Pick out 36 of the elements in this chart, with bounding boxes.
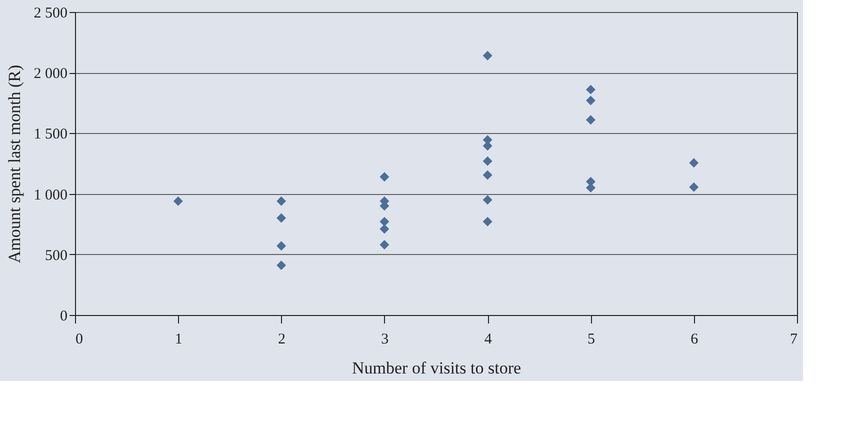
point xyxy=(380,240,390,250)
point xyxy=(276,241,286,251)
point xyxy=(482,216,492,226)
x-tick-label: 4 xyxy=(484,332,492,348)
point xyxy=(482,141,492,151)
y-tick-label: 1 500 xyxy=(34,126,68,143)
y-axis-title: Amount spent last month (R) xyxy=(4,64,24,264)
point xyxy=(482,195,492,205)
y-tick-label: 2 500 xyxy=(34,6,68,22)
point xyxy=(482,156,492,166)
y-tick-label: 500 xyxy=(45,248,68,264)
point xyxy=(586,115,596,125)
point xyxy=(380,216,390,226)
x-tick-label: 2 xyxy=(278,332,286,348)
point xyxy=(173,196,183,206)
x-tick-label: 1 xyxy=(174,332,182,348)
y-tick-label: 0 xyxy=(60,308,68,324)
y-tick-label: 2 000 xyxy=(34,66,68,82)
point xyxy=(586,96,596,106)
x-axis-title: Number of visits to store xyxy=(352,358,522,378)
point xyxy=(586,84,596,94)
x-tick-label: 3 xyxy=(381,332,389,348)
point xyxy=(689,158,699,168)
x-tick-label: 5 xyxy=(587,332,595,348)
x-tick-label: 7 xyxy=(790,332,798,348)
point xyxy=(276,260,286,270)
y-tick-label: 1 000 xyxy=(34,187,68,204)
point xyxy=(482,170,492,180)
point xyxy=(689,182,699,192)
x-tick-label: 0 xyxy=(76,332,83,348)
x-tick-label: 6 xyxy=(690,332,699,348)
point xyxy=(276,213,286,223)
point xyxy=(482,50,492,60)
point xyxy=(380,224,390,234)
point xyxy=(276,196,286,206)
point xyxy=(380,172,390,182)
